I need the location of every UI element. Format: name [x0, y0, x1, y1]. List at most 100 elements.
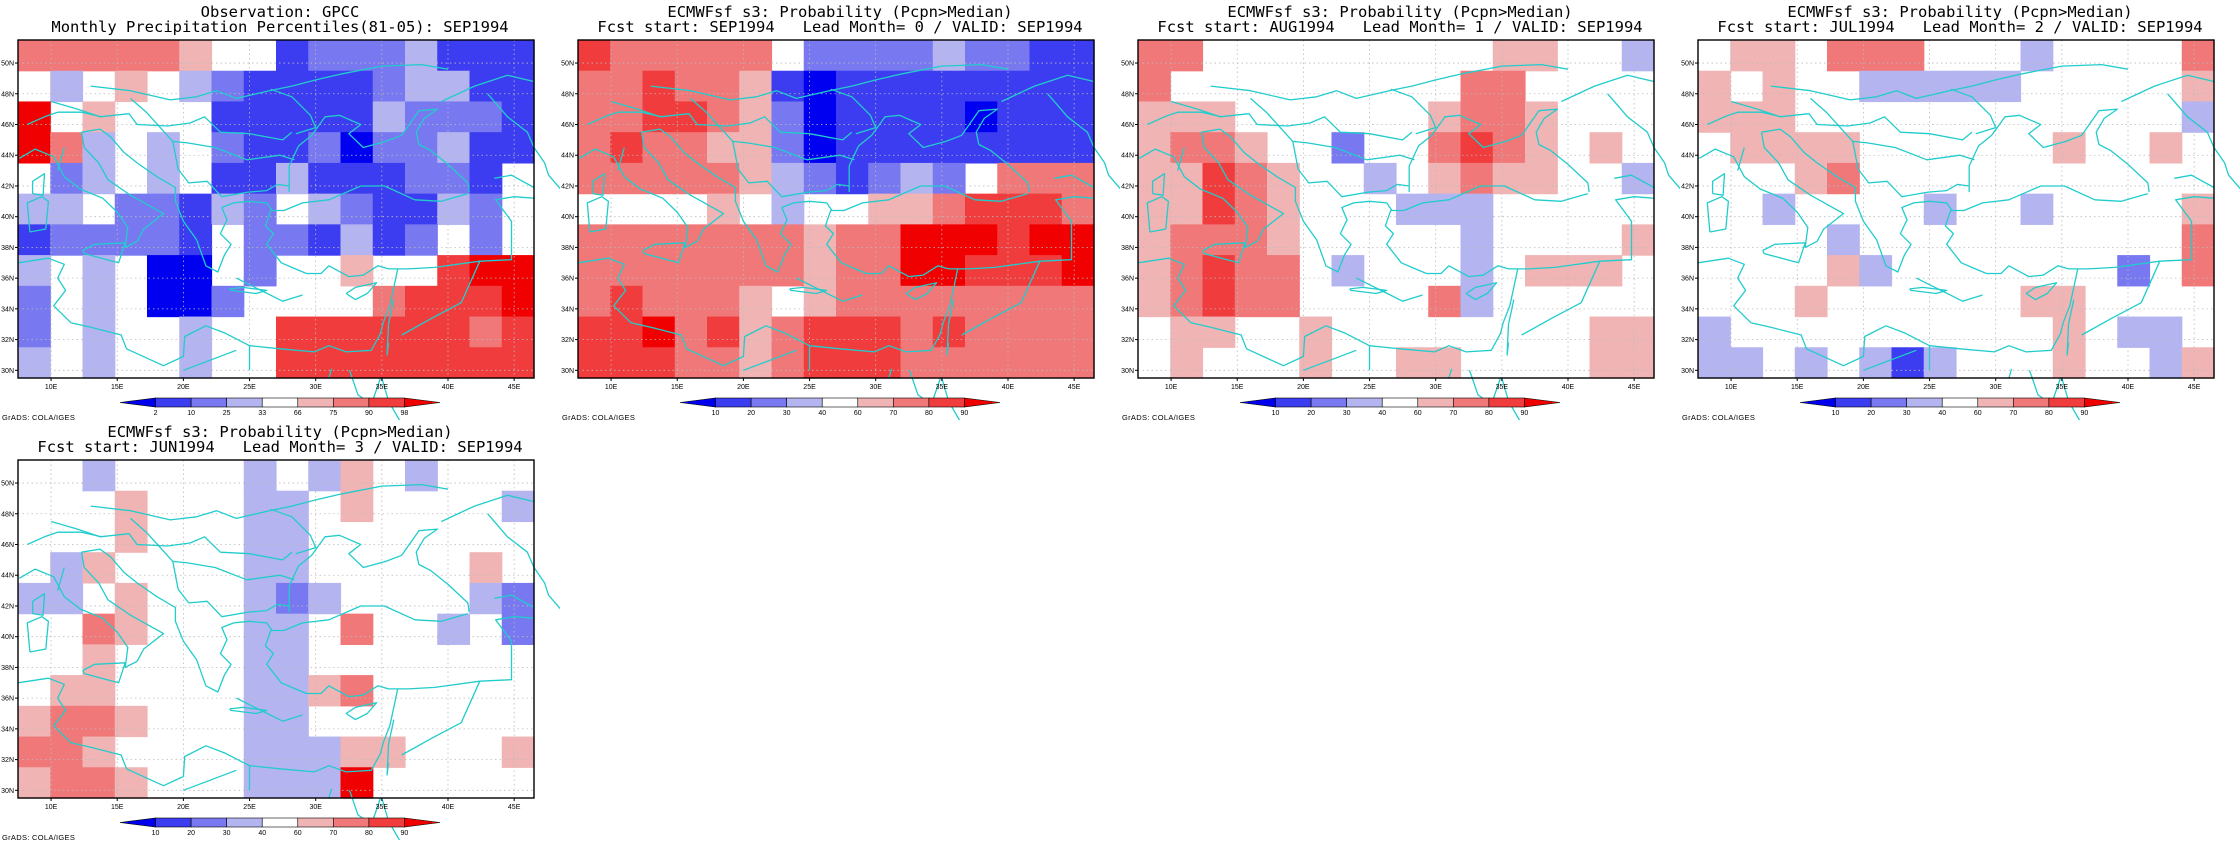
grid-cell — [868, 224, 902, 256]
colorbar-label: 70 — [889, 410, 897, 417]
grid-cell — [1621, 347, 1655, 379]
lat-tick-label: 40N — [1, 634, 14, 641]
grid-cell — [1859, 40, 1893, 72]
grid-cell — [82, 347, 116, 379]
grid-cell — [1460, 255, 1494, 287]
grid-cell — [469, 40, 503, 72]
coastline — [1210, 63, 1569, 101]
lon-tick-label: 20E — [1297, 384, 1310, 391]
grid-cell — [276, 224, 309, 256]
grid-cell — [965, 193, 998, 225]
grid-cell — [674, 40, 708, 72]
grid-cell — [1029, 132, 1063, 164]
grid-cell — [114, 582, 148, 615]
grid-cell — [707, 40, 740, 72]
grid-cell — [1891, 347, 1925, 379]
grid-cell — [18, 193, 51, 225]
grid-cell — [114, 224, 148, 256]
grid-cell — [276, 675, 309, 707]
lat-tick-label: 30N — [1121, 368, 1134, 375]
lat-tick-label: 48N — [1681, 91, 1694, 98]
grid-cell — [469, 552, 503, 584]
grid-cell — [932, 255, 966, 287]
grid-cell — [340, 70, 374, 103]
coastline — [1653, 147, 1680, 190]
grid-cell — [405, 316, 438, 348]
panel-title-line2: Fcst start: SEP1994 Lead Month= 0 / VALI… — [597, 18, 1083, 36]
grid-cell — [50, 736, 84, 768]
grid-cell — [1891, 70, 1925, 103]
grid-cell — [868, 316, 902, 348]
coastline — [586, 196, 610, 233]
lon-tick-label: 30E — [869, 384, 882, 391]
colorbar-label: 70 — [1449, 410, 1457, 417]
grid-cell — [1428, 162, 1462, 195]
grid-cell — [1460, 224, 1494, 256]
grid-cell — [2181, 40, 2215, 72]
lon-tick-label: 25E — [243, 804, 256, 811]
grid-cell — [803, 347, 837, 379]
lat-tick-label: 34N — [1681, 306, 1694, 313]
grid-cell — [803, 40, 837, 72]
colorbar-bin — [1488, 397, 1525, 408]
grid-cell — [1827, 40, 1860, 72]
colorbar-bin — [119, 397, 156, 408]
grid-cell — [803, 132, 837, 164]
grid-cell — [276, 705, 309, 738]
lon-tick-label: 10E — [45, 384, 58, 391]
colorbar-bin — [261, 817, 299, 828]
grid-cells — [18, 460, 535, 799]
grid-cell — [2052, 347, 2086, 379]
coastline — [487, 513, 535, 568]
grid-cell — [1331, 255, 1365, 287]
grid-cell — [340, 162, 374, 195]
grid-cell — [932, 224, 966, 256]
lon-tick-label: 20E — [177, 804, 190, 811]
lat-tick-label: 42N — [561, 183, 574, 190]
grid-cell — [997, 70, 1031, 103]
grid-cell — [1827, 255, 1860, 287]
precip-map: 30N 32N 34N 36N 38N 40N 42N 44N 46N 48N 50N 10E 15E 2… — [1, 39, 560, 420]
colorbar-bin — [893, 397, 930, 408]
coastline — [229, 706, 268, 715]
coastline — [229, 286, 268, 295]
grid-cell — [243, 255, 277, 287]
colorbar: 10 20 30 40 60 70 80 90 — [1799, 397, 2121, 417]
grid-cell — [674, 285, 708, 318]
coastline — [1047, 93, 1095, 148]
grid-cell — [836, 162, 869, 195]
grid-cell — [2181, 347, 2215, 379]
grid-cell — [1061, 224, 1095, 256]
colorbar-bin — [1417, 397, 1454, 408]
panel-title-line1: ECMWFsf s3: Probability (Pcpn>Median) — [107, 423, 453, 441]
grid-cell — [437, 255, 471, 287]
grid-cell — [674, 316, 708, 348]
grid-cell — [179, 193, 213, 225]
lat-tick-label: 46N — [1, 122, 14, 129]
lon-tick-label: 10E — [1725, 384, 1738, 391]
grid-cell — [1267, 224, 1300, 256]
grid-cell — [437, 347, 471, 379]
lon-tick-label: 40E — [2122, 384, 2135, 391]
coastline — [1093, 147, 1120, 190]
coastline — [2077, 260, 2160, 270]
colorbar-label: 60 — [1974, 410, 1982, 417]
grid-cell — [965, 132, 998, 164]
coastline — [905, 282, 938, 301]
coastline — [1137, 185, 1588, 367]
grid-cell — [1698, 101, 1731, 133]
grid-cell — [1525, 132, 1558, 164]
coastline — [494, 594, 535, 609]
lon-tick-label: 25E — [803, 384, 816, 391]
grid-cell — [1557, 255, 1591, 287]
colorbar-label: 10 — [712, 410, 720, 417]
coastline — [288, 528, 470, 613]
coastline — [441, 494, 535, 523]
coastline — [401, 616, 535, 756]
grid-cell — [179, 224, 213, 256]
panel-observation-gpcc: Observation: GPCC Monthly Precipitation … — [0, 0, 560, 422]
colorbar-bin — [404, 397, 441, 408]
coastline — [18, 132, 165, 249]
lon-tick-label: 30E — [309, 384, 322, 391]
lon-tick-label: 45E — [508, 384, 521, 391]
